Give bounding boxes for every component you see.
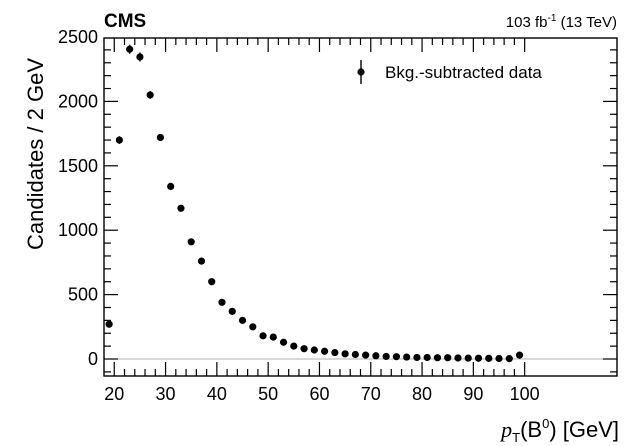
data-point [444,354,452,362]
data-point [433,354,442,362]
legend: Bkg.-subtracted data [357,60,542,84]
data-point [320,347,329,355]
x-tick-label: 20 [104,384,124,404]
data-point [362,351,370,359]
data-point [331,348,339,357]
data-point [310,346,318,354]
data-point [372,352,380,360]
data-point [423,353,431,362]
data-point [259,332,267,340]
x-tick-label: 70 [361,384,381,404]
data-point [177,204,185,212]
x-tick-label: 60 [309,384,329,404]
data-point [351,350,359,359]
data-points [105,44,524,363]
data-point [136,53,144,61]
y-tick-label: 500 [68,285,98,305]
data-point [300,345,308,353]
x-tick-label: 30 [156,384,176,404]
y-tick-label: 0 [88,349,98,369]
x-axis-title: pT(B0) [GeV] [499,416,619,445]
data-point [279,338,288,346]
data-point [146,91,154,99]
legend-label: Bkg.-subtracted data [385,63,542,82]
legend-marker [357,68,365,76]
data-point [156,133,165,142]
data-point [105,320,113,328]
x-tick-label: 80 [412,384,432,404]
data-point [269,333,277,341]
y-tick-label: 1000 [58,220,98,240]
data-point [115,136,123,144]
axis-ticks [104,38,617,376]
experiment-label: CMS [104,11,146,32]
y-axis-title: Candidates / 2 GeV [23,58,48,250]
data-point [495,354,503,363]
data-point [413,353,421,362]
data-point [485,354,493,362]
data-point [505,355,513,363]
x-tick-label: 90 [463,384,483,404]
data-point [341,350,349,358]
y-tick-label: 2500 [58,27,98,47]
data-point [515,351,524,359]
data-point [464,354,472,362]
x-tick-label: 50 [258,384,278,404]
data-point [238,316,247,324]
data-point [167,182,175,191]
data-point [126,45,134,53]
data-point [392,353,401,361]
data-point [290,342,298,350]
data-point [208,278,216,286]
data-point [382,352,390,361]
x-tick-label: 40 [207,384,227,404]
y-tick-label: 1500 [58,156,98,176]
data-point [218,298,226,306]
y-tick-label: 2000 [58,91,98,111]
data-point [197,257,206,265]
luminosity-label: 103 fb-1 (13 TeV) [506,13,617,31]
data-point [249,323,257,331]
data-point [454,354,462,362]
data-point [474,354,483,362]
data-point [228,307,236,315]
data-point [187,238,195,246]
x-tick-label: 100 [510,384,540,404]
data-point [403,353,411,361]
